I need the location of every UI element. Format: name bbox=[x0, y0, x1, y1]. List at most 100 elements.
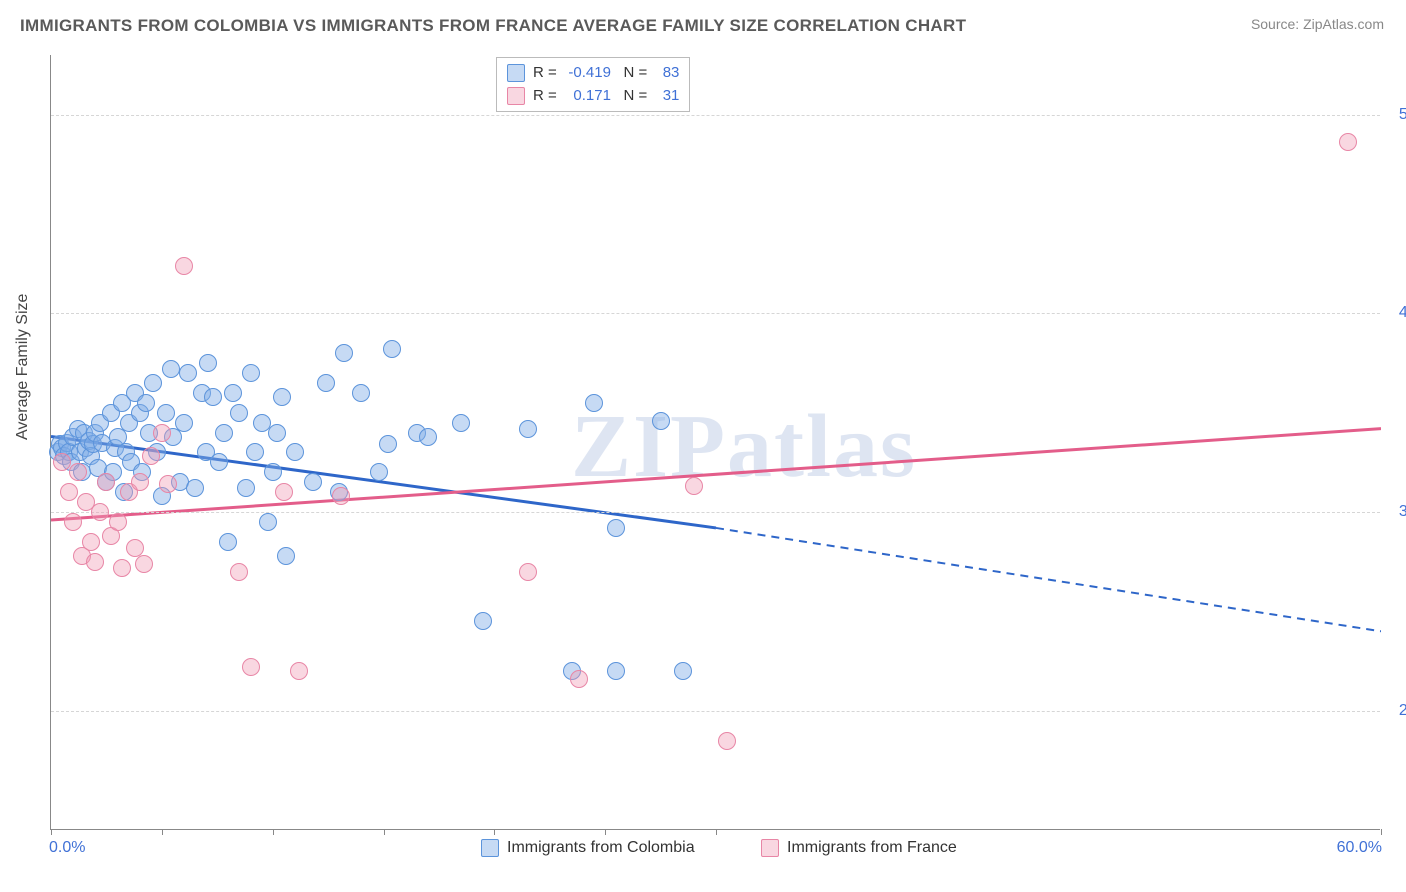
x-tick bbox=[494, 829, 495, 835]
y-axis-label: Average Family Size bbox=[14, 294, 32, 440]
scatter-point-france bbox=[159, 475, 177, 493]
scatter-point-colombia bbox=[419, 428, 437, 446]
y-tick-label: 2.00 bbox=[1386, 702, 1406, 720]
scatter-point-colombia bbox=[224, 384, 242, 402]
chart-title: IMMIGRANTS FROM COLOMBIA VS IMMIGRANTS F… bbox=[20, 16, 966, 36]
correlation-legend: R = -0.419 N = 83R = 0.171 N = 31 bbox=[496, 57, 690, 112]
legend-swatch bbox=[507, 64, 525, 82]
scatter-point-france bbox=[113, 559, 131, 577]
series-legend-france: Immigrants from France bbox=[761, 839, 957, 857]
gridline bbox=[51, 711, 1380, 712]
scatter-point-france bbox=[718, 732, 736, 750]
gridline bbox=[51, 313, 1380, 314]
scatter-point-france bbox=[332, 487, 350, 505]
x-axis-min-label: 0.0% bbox=[49, 839, 85, 857]
scatter-point-france bbox=[519, 563, 537, 581]
scatter-point-colombia bbox=[199, 354, 217, 372]
scatter-point-colombia bbox=[215, 424, 233, 442]
scatter-point-france bbox=[685, 477, 703, 495]
scatter-point-colombia bbox=[304, 473, 322, 491]
scatter-point-france bbox=[1339, 133, 1357, 151]
scatter-point-france bbox=[91, 503, 109, 521]
scatter-point-colombia bbox=[519, 420, 537, 438]
source-link[interactable]: ZipAtlas.com bbox=[1303, 16, 1384, 32]
scatter-point-colombia bbox=[137, 394, 155, 412]
scatter-point-colombia bbox=[585, 394, 603, 412]
scatter-point-colombia bbox=[175, 414, 193, 432]
scatter-point-france bbox=[64, 513, 82, 531]
x-tick bbox=[162, 829, 163, 835]
scatter-point-france bbox=[86, 553, 104, 571]
scatter-point-colombia bbox=[383, 340, 401, 358]
scatter-point-colombia bbox=[379, 435, 397, 453]
legend-row-france: R = 0.171 N = 31 bbox=[507, 85, 679, 108]
gridline bbox=[51, 512, 1380, 513]
scatter-point-colombia bbox=[352, 384, 370, 402]
scatter-point-colombia bbox=[186, 479, 204, 497]
scatter-point-colombia bbox=[286, 443, 304, 461]
scatter-point-colombia bbox=[144, 374, 162, 392]
scatter-point-colombia bbox=[246, 443, 264, 461]
scatter-point-colombia bbox=[219, 533, 237, 551]
scatter-point-colombia bbox=[230, 404, 248, 422]
y-tick-label: 3.00 bbox=[1386, 503, 1406, 521]
scatter-point-france bbox=[60, 483, 78, 501]
y-tick-label: 5.00 bbox=[1386, 106, 1406, 124]
legend-row-colombia: R = -0.419 N = 83 bbox=[507, 62, 679, 85]
scatter-point-france bbox=[142, 447, 160, 465]
series-legend-colombia: Immigrants from Colombia bbox=[481, 839, 695, 857]
scatter-point-colombia bbox=[607, 519, 625, 537]
scatter-point-colombia bbox=[259, 513, 277, 531]
scatter-point-colombia bbox=[210, 453, 228, 471]
scatter-point-france bbox=[131, 473, 149, 491]
x-tick bbox=[273, 829, 274, 835]
scatter-point-colombia bbox=[179, 364, 197, 382]
scatter-point-colombia bbox=[674, 662, 692, 680]
scatter-point-france bbox=[242, 658, 260, 676]
chart-plot-area: ZIPatlas 2.003.004.005.000.0%60.0%R = -0… bbox=[50, 55, 1380, 830]
scatter-point-colombia bbox=[370, 463, 388, 481]
x-tick bbox=[51, 829, 52, 835]
scatter-point-france bbox=[82, 533, 100, 551]
scatter-point-france bbox=[175, 257, 193, 275]
legend-stats: R = -0.419 N = 83 bbox=[533, 62, 679, 85]
scatter-point-colombia bbox=[607, 662, 625, 680]
scatter-point-france bbox=[570, 670, 588, 688]
scatter-point-colombia bbox=[317, 374, 335, 392]
scatter-point-colombia bbox=[474, 612, 492, 630]
x-tick bbox=[384, 829, 385, 835]
x-tick bbox=[1381, 829, 1382, 835]
scatter-point-colombia bbox=[277, 547, 295, 565]
scatter-point-colombia bbox=[335, 344, 353, 362]
source-label: Source: bbox=[1251, 16, 1299, 32]
scatter-point-france bbox=[290, 662, 308, 680]
legend-swatch bbox=[761, 839, 779, 857]
legend-label: Immigrants from Colombia bbox=[507, 839, 695, 857]
scatter-point-france bbox=[135, 555, 153, 573]
scatter-point-france bbox=[97, 473, 115, 491]
scatter-point-colombia bbox=[652, 412, 670, 430]
scatter-point-france bbox=[153, 424, 171, 442]
scatter-point-colombia bbox=[273, 388, 291, 406]
x-axis-max-label: 60.0% bbox=[1337, 839, 1382, 857]
legend-swatch bbox=[481, 839, 499, 857]
scatter-point-colombia bbox=[452, 414, 470, 432]
y-tick-label: 4.00 bbox=[1386, 304, 1406, 322]
scatter-point-colombia bbox=[204, 388, 222, 406]
scatter-point-colombia bbox=[157, 404, 175, 422]
scatter-point-colombia bbox=[264, 463, 282, 481]
x-tick bbox=[716, 829, 717, 835]
source-attribution: Source: ZipAtlas.com bbox=[1251, 16, 1384, 32]
trend-lines bbox=[51, 55, 1381, 830]
scatter-point-france bbox=[109, 513, 127, 531]
scatter-point-colombia bbox=[242, 364, 260, 382]
scatter-point-colombia bbox=[237, 479, 255, 497]
scatter-point-france bbox=[275, 483, 293, 501]
legend-label: Immigrants from France bbox=[787, 839, 957, 857]
scatter-point-france bbox=[230, 563, 248, 581]
scatter-point-france bbox=[69, 463, 87, 481]
x-tick bbox=[605, 829, 606, 835]
legend-stats: R = 0.171 N = 31 bbox=[533, 85, 679, 108]
scatter-point-colombia bbox=[162, 360, 180, 378]
legend-swatch bbox=[507, 87, 525, 105]
